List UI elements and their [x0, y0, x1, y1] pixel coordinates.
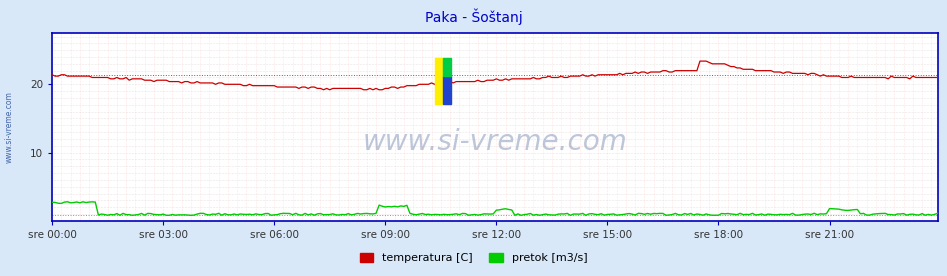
- Polygon shape: [443, 76, 451, 104]
- Text: Paka - Šoštanj: Paka - Šoštanj: [424, 8, 523, 25]
- Text: www.si-vreme.com: www.si-vreme.com: [363, 128, 627, 156]
- Polygon shape: [435, 57, 443, 104]
- Text: www.si-vreme.com: www.si-vreme.com: [5, 91, 14, 163]
- Polygon shape: [443, 57, 451, 76]
- Legend: temperatura [C], pretok [m3/s]: temperatura [C], pretok [m3/s]: [355, 248, 592, 268]
